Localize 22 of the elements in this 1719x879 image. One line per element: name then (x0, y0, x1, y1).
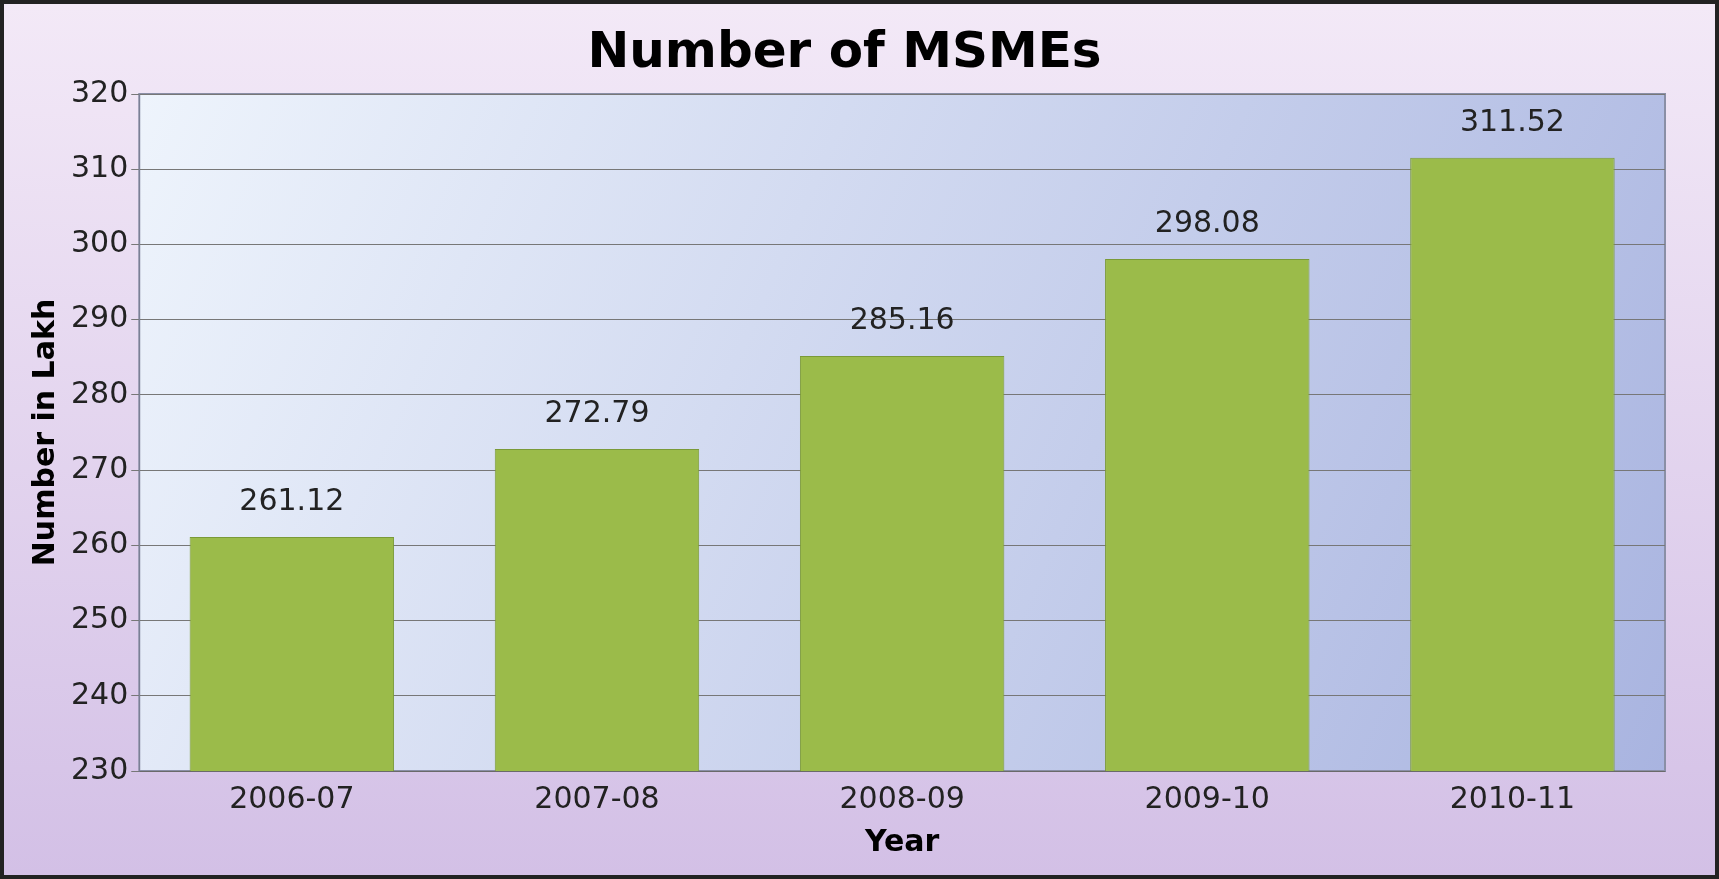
y-tick-label: 280 (71, 374, 129, 410)
y-tick-label: 300 (71, 224, 129, 260)
data-label: 311.52 (1459, 102, 1565, 138)
data-label: 272.79 (544, 393, 650, 429)
data-label: 261.12 (239, 481, 345, 517)
y-tick-label: 260 (71, 525, 129, 561)
y-tick-label: 270 (71, 449, 129, 485)
y-tick-label: 290 (71, 299, 129, 335)
x-tick-label: 2007-08 (534, 779, 660, 815)
chart-title: Number of MSMEs (587, 20, 1102, 79)
x-tick-label: 2009-10 (1144, 779, 1270, 815)
y-axis-title: Number in Lakh (25, 298, 61, 567)
x-tick-label: 2008-09 (839, 779, 965, 815)
y-tick-label: 230 (71, 750, 129, 786)
y-tick-label: 320 (71, 73, 129, 109)
x-tick-label: 2006-07 (229, 779, 355, 815)
x-axis-title: Year (863, 822, 940, 858)
y-tick-label: 310 (71, 149, 129, 185)
y-tick-label: 250 (71, 600, 129, 636)
data-label: 298.08 (1154, 203, 1260, 239)
x-tick-label: 2010-11 (1449, 779, 1576, 815)
y-tick-label: 240 (71, 675, 129, 711)
